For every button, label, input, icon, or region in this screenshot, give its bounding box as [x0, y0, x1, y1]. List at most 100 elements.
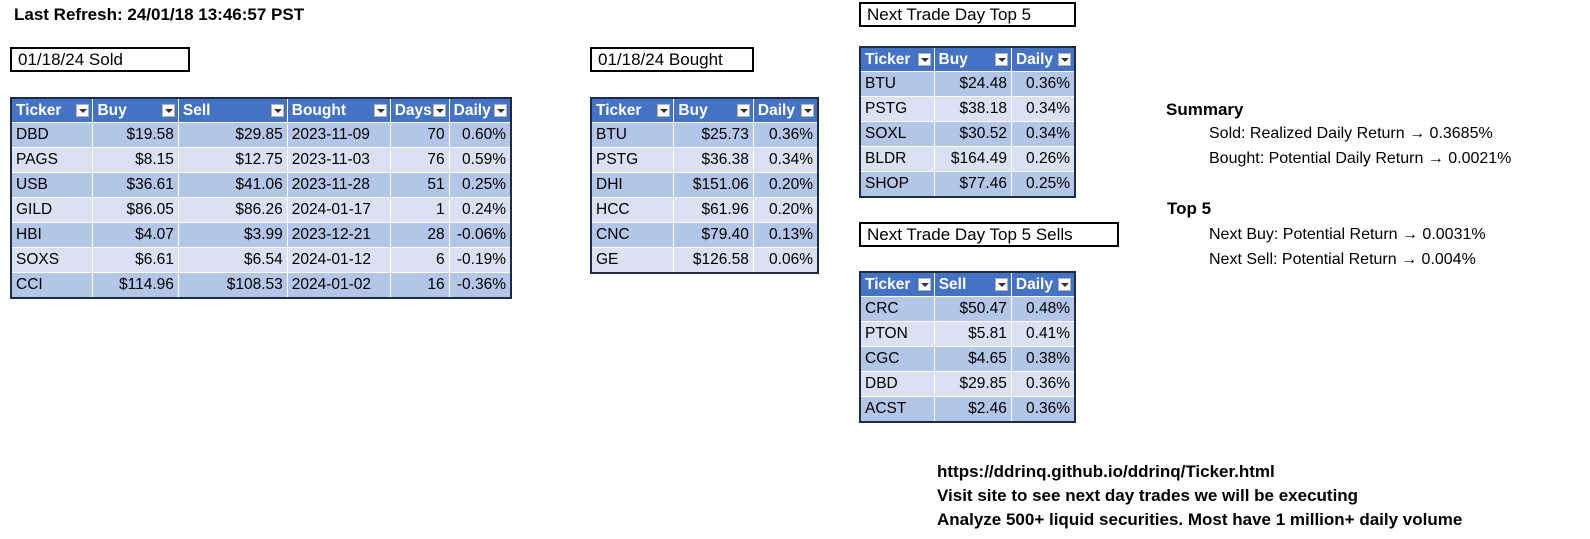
table-cell[interactable]: $6.61 — [92, 247, 179, 273]
table-cell[interactable]: $151.06 — [673, 172, 754, 198]
table-cell[interactable]: 0.41% — [1010, 321, 1075, 347]
table-cell[interactable]: SOXS — [11, 247, 93, 273]
table-cell[interactable]: DHI — [591, 172, 674, 198]
table-cell[interactable]: $164.49 — [933, 146, 1012, 172]
table-cell[interactable]: $6.54 — [177, 247, 288, 273]
table-cell[interactable]: $86.05 — [92, 197, 179, 223]
table-cell[interactable]: BTU — [860, 71, 935, 97]
table-cell[interactable]: PSTG — [860, 96, 935, 122]
table-cell[interactable]: $24.48 — [933, 71, 1012, 97]
filter-dropdown-icon[interactable] — [994, 278, 1008, 291]
table-cell[interactable]: 16 — [389, 272, 450, 298]
table-cell[interactable]: CCI — [11, 272, 93, 298]
table-cell[interactable]: PAGS — [11, 147, 93, 173]
footer-url[interactable]: https://ddrinq.github.io/ddrinq/Ticker.h… — [937, 462, 1275, 481]
table-cell[interactable]: $3.99 — [177, 222, 288, 248]
table-cell[interactable]: 2024-01-17 — [286, 197, 391, 223]
filter-dropdown-icon[interactable] — [994, 53, 1008, 66]
table-cell[interactable]: $36.61 — [92, 172, 179, 198]
filter-dropdown-icon[interactable] — [373, 104, 387, 117]
table-cell[interactable]: $38.18 — [933, 96, 1012, 122]
filter-dropdown-icon[interactable] — [1058, 53, 1071, 66]
filter-dropdown-icon[interactable] — [432, 104, 446, 117]
filter-dropdown-icon[interactable] — [917, 53, 931, 66]
table-cell[interactable]: $30.52 — [933, 121, 1012, 147]
table-cell[interactable]: HBI — [11, 222, 93, 248]
table-cell[interactable]: SHOP — [860, 171, 935, 197]
table-cell[interactable]: 0.06% — [752, 247, 818, 273]
table-cell[interactable]: $41.06 — [177, 172, 288, 198]
table-cell[interactable]: $12.75 — [177, 147, 288, 173]
table-cell[interactable]: 0.24% — [448, 197, 511, 223]
filter-dropdown-icon[interactable] — [736, 104, 750, 117]
filter-dropdown-icon[interactable] — [494, 104, 507, 117]
table-cell[interactable]: CNC — [591, 222, 674, 248]
table-cell[interactable]: 6 — [389, 247, 450, 273]
table-cell[interactable]: $29.85 — [177, 122, 288, 148]
filter-dropdown-icon[interactable] — [801, 104, 814, 117]
table-cell[interactable]: USB — [11, 172, 93, 198]
table-cell[interactable]: DBD — [11, 122, 93, 148]
table-cell[interactable]: $2.46 — [933, 396, 1012, 422]
table-cell[interactable]: 2023-11-03 — [286, 147, 391, 173]
table-cell[interactable]: 0.48% — [1010, 296, 1075, 322]
table-cell[interactable]: 0.36% — [1010, 71, 1075, 97]
table-cell[interactable]: 1 — [389, 197, 450, 223]
table-cell[interactable]: $36.38 — [673, 147, 754, 173]
table-cell[interactable]: $50.47 — [933, 296, 1012, 322]
filter-dropdown-icon[interactable] — [657, 104, 671, 117]
table-cell[interactable]: 2024-01-12 — [286, 247, 391, 273]
table-cell[interactable]: PTON — [860, 321, 935, 347]
table-cell[interactable]: $29.85 — [933, 371, 1012, 397]
table-cell[interactable]: CRC — [860, 296, 935, 322]
table-cell[interactable]: 0.36% — [752, 122, 818, 148]
table-cell[interactable]: $4.07 — [92, 222, 179, 248]
table-cell[interactable]: GILD — [11, 197, 93, 223]
table-cell[interactable]: 28 — [389, 222, 450, 248]
table-cell[interactable]: HCC — [591, 197, 674, 223]
filter-dropdown-icon[interactable] — [1058, 278, 1071, 291]
table-cell[interactable]: 2024-01-02 — [286, 272, 391, 298]
table-cell[interactable]: -0.19% — [448, 247, 511, 273]
table-cell[interactable]: 0.34% — [752, 147, 818, 173]
table-cell[interactable]: 2023-11-28 — [286, 172, 391, 198]
table-cell[interactable]: DBD — [860, 371, 935, 397]
table-cell[interactable]: 0.20% — [752, 197, 818, 223]
table-cell[interactable]: 0.60% — [448, 122, 511, 148]
table-cell[interactable]: ACST — [860, 396, 935, 422]
table-cell[interactable]: $77.46 — [933, 171, 1012, 197]
table-cell[interactable]: $61.96 — [673, 197, 754, 223]
table-cell[interactable]: 0.59% — [448, 147, 511, 173]
table-cell[interactable]: SOXL — [860, 121, 935, 147]
table-cell[interactable]: 2023-11-09 — [286, 122, 391, 148]
table-cell[interactable]: PSTG — [591, 147, 674, 173]
filter-dropdown-icon[interactable] — [76, 104, 90, 117]
table-cell[interactable]: 70 — [389, 122, 450, 148]
table-cell[interactable]: 0.20% — [752, 172, 818, 198]
table-cell[interactable]: 0.38% — [1010, 346, 1075, 372]
filter-dropdown-icon[interactable] — [161, 104, 175, 117]
filter-dropdown-icon[interactable] — [917, 278, 931, 291]
table-cell[interactable]: 0.25% — [448, 172, 511, 198]
table-cell[interactable]: 0.25% — [1010, 171, 1075, 197]
table-cell[interactable]: $86.26 — [177, 197, 288, 223]
table-cell[interactable]: GE — [591, 247, 674, 273]
table-cell[interactable]: 76 — [389, 147, 450, 173]
table-cell[interactable]: 2023-12-21 — [286, 222, 391, 248]
table-cell[interactable]: 0.34% — [1010, 121, 1075, 147]
table-cell[interactable]: $108.53 — [177, 272, 288, 298]
table-cell[interactable]: 0.36% — [1010, 371, 1075, 397]
table-cell[interactable]: $79.40 — [673, 222, 754, 248]
table-cell[interactable]: $8.15 — [92, 147, 179, 173]
table-cell[interactable]: 0.36% — [1010, 396, 1075, 422]
table-cell[interactable]: $126.58 — [673, 247, 754, 273]
table-cell[interactable]: BLDR — [860, 146, 935, 172]
table-cell[interactable]: $25.73 — [673, 122, 754, 148]
table-cell[interactable]: $4.65 — [933, 346, 1012, 372]
table-cell[interactable]: 0.13% — [752, 222, 818, 248]
table-cell[interactable]: -0.06% — [448, 222, 511, 248]
table-cell[interactable]: -0.36% — [448, 272, 511, 298]
table-cell[interactable]: CGC — [860, 346, 935, 372]
filter-dropdown-icon[interactable] — [270, 104, 284, 117]
table-cell[interactable]: $19.58 — [92, 122, 179, 148]
